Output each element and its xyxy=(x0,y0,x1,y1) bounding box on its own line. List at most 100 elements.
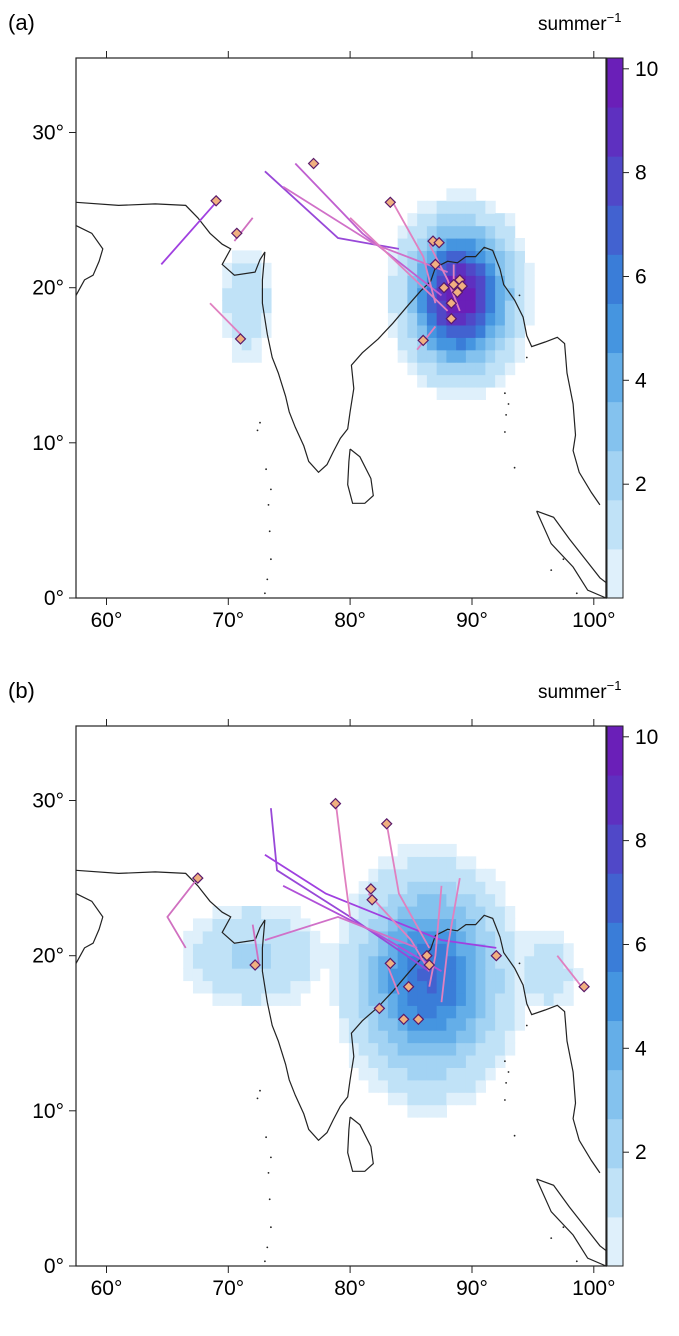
density-cell xyxy=(465,349,477,363)
island-dot xyxy=(265,1136,267,1139)
density-cell xyxy=(397,868,409,882)
colorbar-frame xyxy=(606,57,624,599)
storm-track xyxy=(349,217,449,312)
density-cell xyxy=(212,906,223,920)
density-cell xyxy=(436,1067,447,1081)
density-cell xyxy=(446,1005,457,1019)
density-cell xyxy=(446,250,457,264)
density-cell xyxy=(329,955,340,969)
density-cell xyxy=(436,324,447,338)
density-cell xyxy=(504,980,516,994)
density-cell xyxy=(378,868,389,882)
density-cell xyxy=(495,275,506,289)
density-cell xyxy=(456,188,467,202)
density-cell xyxy=(407,1030,418,1044)
density-cell xyxy=(534,930,545,944)
density-cell xyxy=(387,943,399,957)
density-cell xyxy=(407,1067,418,1081)
density-cell xyxy=(504,362,516,376)
density-cell xyxy=(407,349,418,363)
density-cell xyxy=(495,238,506,252)
density-cell xyxy=(524,968,535,982)
density-cell xyxy=(387,1092,399,1106)
density-cell xyxy=(456,906,467,920)
density-cell xyxy=(485,225,496,239)
density-cell xyxy=(192,930,204,944)
density-cell xyxy=(222,324,233,338)
island-dot xyxy=(575,1260,578,1263)
density-cell xyxy=(465,262,477,276)
genesis-marker xyxy=(438,281,450,294)
panel-label: (a) xyxy=(8,10,35,35)
density-cell xyxy=(251,324,262,338)
density-cell xyxy=(485,262,496,276)
density-cell xyxy=(417,868,428,882)
density-cell xyxy=(358,992,370,1006)
density-cell xyxy=(436,856,447,870)
density-cell xyxy=(339,918,350,932)
density-cell xyxy=(261,943,272,957)
storm-track xyxy=(392,201,437,304)
density-cell xyxy=(417,843,428,857)
density-cell xyxy=(534,955,545,969)
density-cell xyxy=(485,287,496,301)
density-cell xyxy=(446,980,457,994)
density-cell xyxy=(465,213,477,227)
map-panel-b-svg: (b) summer−1 2 4 6 8 10 60° 70° 80° 90° 100° 0° 10°… xyxy=(8,678,658,1300)
density-cell xyxy=(485,868,496,882)
density-cell xyxy=(378,906,389,920)
density-cell xyxy=(456,1017,467,1031)
genesis-marker xyxy=(417,334,430,347)
density-cell xyxy=(358,1067,370,1081)
density-cell xyxy=(446,262,457,276)
density-cell xyxy=(475,337,486,351)
density-cell xyxy=(504,918,516,932)
x-tick-label: 90° xyxy=(456,1277,488,1300)
density-cell xyxy=(358,980,370,994)
density-cell xyxy=(504,262,516,276)
density-cell xyxy=(475,1079,486,1093)
density-cell xyxy=(475,906,486,920)
density-cell xyxy=(495,250,506,264)
storm-track xyxy=(385,823,431,949)
density-cell xyxy=(407,250,418,264)
density-cell xyxy=(407,300,418,314)
genesis-marker xyxy=(329,797,342,810)
density-cell xyxy=(407,337,418,351)
density-cell xyxy=(358,1042,370,1056)
density-cell xyxy=(426,980,438,994)
island-dot xyxy=(504,1060,506,1063)
density-cell xyxy=(378,943,389,957)
density-cell xyxy=(387,275,399,289)
density-cell xyxy=(212,918,223,932)
density-cell xyxy=(456,238,467,252)
density-cell xyxy=(241,262,253,276)
density-cell xyxy=(436,275,447,289)
density-cell xyxy=(514,324,525,338)
density-cell xyxy=(475,213,486,227)
density-cell xyxy=(485,1030,496,1044)
density-cell xyxy=(348,918,360,932)
density-cell xyxy=(426,362,438,376)
density-cell xyxy=(524,300,535,314)
density-cell xyxy=(387,992,399,1006)
x-tick-label: 100° xyxy=(572,609,615,632)
density-cell xyxy=(426,856,438,870)
density-cell xyxy=(397,906,409,920)
colorbar-segment xyxy=(607,1020,623,1071)
density-cell xyxy=(231,250,243,264)
density-cell xyxy=(251,349,262,363)
density-cell xyxy=(231,300,243,314)
density-cell xyxy=(387,1042,399,1056)
density-cell xyxy=(231,992,243,1006)
island-dot xyxy=(550,1237,553,1239)
density-cell xyxy=(339,930,350,944)
density-cell xyxy=(495,992,506,1006)
y-tick-label: 30° xyxy=(32,790,64,813)
density-cell xyxy=(231,930,243,944)
density-cell xyxy=(417,968,428,982)
colorbar-segment xyxy=(607,205,623,255)
density-cell xyxy=(495,1054,506,1068)
density-cell xyxy=(417,930,428,944)
density-cell xyxy=(495,374,506,388)
